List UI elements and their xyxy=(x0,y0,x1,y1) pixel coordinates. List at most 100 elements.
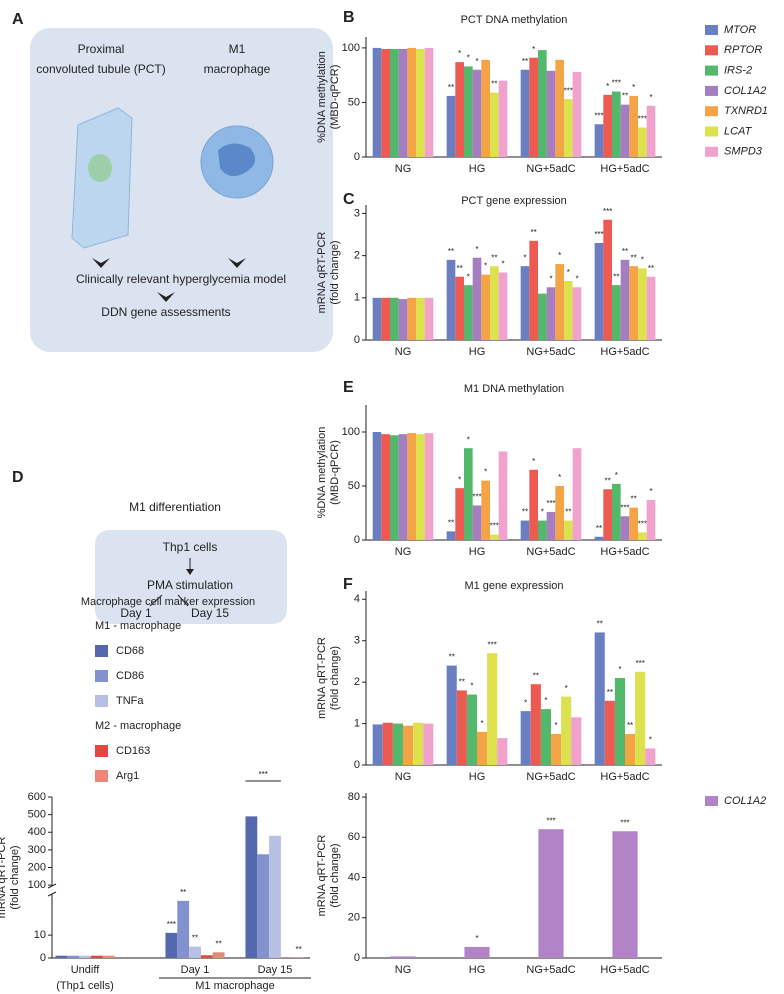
significance: *** xyxy=(620,818,629,827)
panel-label: B xyxy=(343,9,355,26)
bracket-label: *** xyxy=(259,770,268,779)
significance: * xyxy=(480,719,483,728)
bar xyxy=(572,448,582,540)
bar xyxy=(604,700,615,765)
bar xyxy=(389,297,399,340)
bar xyxy=(67,955,80,958)
significance: * xyxy=(558,473,561,482)
bar xyxy=(625,733,636,765)
bar xyxy=(611,285,621,340)
bar xyxy=(398,434,408,540)
significance: * xyxy=(467,54,470,63)
bar xyxy=(555,486,565,540)
y-axis-label: mRNA qRT-PCR xyxy=(0,837,8,919)
legend-label: COL1A2 xyxy=(724,795,766,807)
cell-title: Proximal xyxy=(78,42,125,56)
x-tick-label: HG+5adC xyxy=(600,771,649,783)
bar xyxy=(629,95,639,157)
bar xyxy=(423,723,434,765)
significance: * xyxy=(554,721,557,730)
legend-label: CD163 xyxy=(116,745,150,757)
y-tick-label: 200 xyxy=(28,861,46,873)
bar xyxy=(382,722,393,765)
significance: * xyxy=(475,57,478,66)
significance: ** xyxy=(522,508,528,517)
y-tick-label: 100 xyxy=(342,42,360,54)
bar xyxy=(446,665,457,765)
panel-a-box xyxy=(30,28,333,352)
bar xyxy=(638,127,647,157)
y-tick-label: 0 xyxy=(354,334,360,346)
bar xyxy=(629,266,639,340)
significance: ** xyxy=(596,524,602,533)
bar xyxy=(487,653,498,765)
bar xyxy=(381,434,390,540)
legend-label: Arg1 xyxy=(116,770,139,782)
bar xyxy=(212,952,225,958)
y-axis-label: mRNA qRT-PCR xyxy=(316,835,328,917)
x-tick-label: HG+5adC xyxy=(600,163,649,175)
bar xyxy=(546,70,556,157)
legend-swatch xyxy=(95,770,108,782)
significance: *** xyxy=(490,522,499,531)
y-tick-label: 50 xyxy=(348,480,360,492)
bar xyxy=(372,47,382,158)
significance: * xyxy=(575,274,578,283)
bar xyxy=(638,268,647,340)
bar xyxy=(472,69,482,157)
legend-swatch xyxy=(95,645,108,657)
y-tick-label: 60 xyxy=(348,831,360,843)
bar xyxy=(537,520,547,540)
bar xyxy=(520,266,530,340)
significance: *** xyxy=(612,79,621,88)
bar xyxy=(620,259,630,340)
x-tick-label: HG+5adC xyxy=(600,546,649,558)
y-tick-label: 100 xyxy=(28,879,46,891)
legend-label: COL1A2 xyxy=(724,85,766,97)
x-tick-label: NG+5adC xyxy=(526,163,575,175)
significance: * xyxy=(523,253,526,262)
bar xyxy=(520,69,530,157)
y-tick-label: 80 xyxy=(348,791,360,803)
chart-title: M1 DNA methylation xyxy=(464,383,564,395)
bar xyxy=(189,946,201,958)
significance: * xyxy=(475,934,478,943)
x-tick-label: NG+5adC xyxy=(526,964,575,976)
bar xyxy=(546,511,556,540)
bar xyxy=(520,711,531,765)
y-tick-label: 20 xyxy=(348,912,360,924)
bar xyxy=(638,532,647,540)
bar xyxy=(538,829,564,958)
bar xyxy=(594,632,605,765)
bar xyxy=(477,731,488,765)
significance: ** xyxy=(192,934,198,943)
significance: ** xyxy=(622,247,628,256)
significance: ** xyxy=(565,508,571,517)
legend-label: MTOR xyxy=(724,24,756,36)
y-axis-label: %DNA methylation xyxy=(316,427,328,519)
significance: * xyxy=(484,468,487,477)
cell-title: macrophage xyxy=(204,62,271,76)
significance: ** xyxy=(180,888,186,897)
bar xyxy=(646,276,656,340)
legend-swatch xyxy=(95,745,108,757)
bar xyxy=(269,835,281,958)
legend-swatch xyxy=(95,670,108,682)
bar xyxy=(398,49,408,157)
y-axis-label: (fold change) xyxy=(329,240,341,304)
cell-title: convoluted tubule (PCT) xyxy=(36,62,165,76)
step-text: Thp1 cells xyxy=(163,540,218,554)
chart-title: Macrophage cell marker expression xyxy=(81,596,255,608)
bar xyxy=(645,748,656,765)
bar xyxy=(564,280,573,340)
y-tick-label: 0 xyxy=(354,952,360,964)
significance: ** xyxy=(597,620,603,629)
significance: *** xyxy=(487,640,496,649)
bar xyxy=(551,733,562,765)
bar xyxy=(416,434,425,540)
macrophage-nucleus xyxy=(218,143,256,177)
y-axis-label: (fold change) xyxy=(329,646,341,710)
legend-group: M2 - macrophage xyxy=(95,720,181,732)
bar xyxy=(572,71,582,157)
